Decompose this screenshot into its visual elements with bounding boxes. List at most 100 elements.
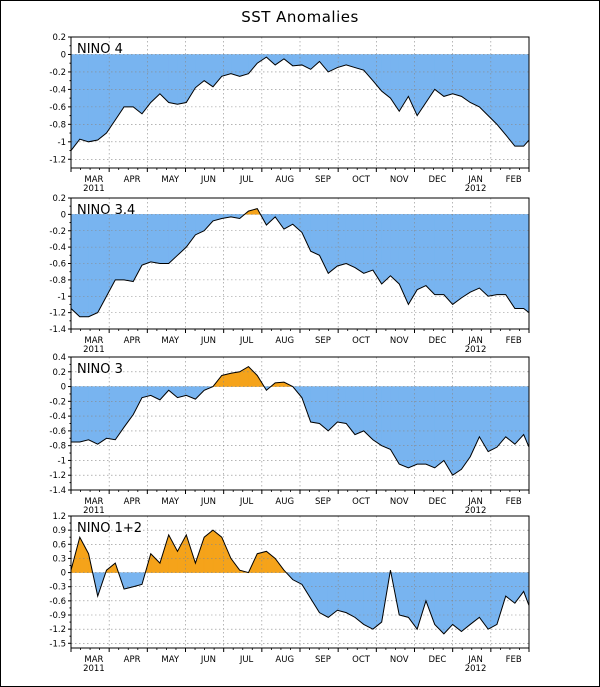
region-label: NINO 3.4	[77, 203, 135, 218]
month-label: FEB	[506, 336, 522, 346]
month-label: JAN	[467, 497, 483, 507]
month-label: JAN	[467, 655, 483, 665]
y-tick-label: -0.2	[49, 227, 66, 237]
month-label: APR	[124, 497, 141, 507]
y-tick-label: 0	[61, 383, 66, 393]
month-label: MAR	[84, 336, 103, 346]
y-tick-label: -0.2	[49, 68, 66, 78]
panel-nino3: 0.4 0.2 0 -0.2 -0.4 -0.6 -0.8 -1 -1.2 -1.4 MAR APR M…	[49, 353, 530, 516]
month-label: MAR	[84, 497, 103, 507]
month-label: JUL	[239, 175, 254, 185]
y-tick-label: -0.4	[49, 85, 66, 95]
y-tick-label: -1	[58, 292, 66, 302]
month-label: DEC	[428, 175, 446, 185]
y-tick-label: 0.4	[52, 353, 66, 363]
month-label: AUG	[275, 175, 294, 185]
month-label: NOV	[390, 497, 409, 507]
series-line	[71, 529, 529, 635]
month-label: MAY	[161, 175, 179, 185]
y-tick-label: -0.6	[49, 597, 66, 607]
y-tick-label: -0.2	[49, 397, 66, 407]
y-tick-label: -0.8	[49, 120, 66, 130]
month-label: DEC	[428, 497, 446, 507]
month-label: JUN	[200, 175, 216, 185]
y-tick-label: 0.9	[52, 526, 66, 536]
y-tick-label: 0	[61, 569, 66, 579]
month-label: JUN	[200, 497, 216, 507]
month-label: FEB	[506, 175, 522, 185]
year-label: 2011	[83, 345, 105, 355]
month-label: AUG	[275, 497, 294, 507]
y-tick-label: -1.5	[49, 639, 66, 649]
month-label: DEC	[428, 336, 446, 346]
month-label: OCT	[352, 497, 371, 507]
year-label: 2012	[465, 506, 487, 516]
y-tick-label: 0.2	[52, 194, 66, 204]
y-tick-label: -1.2	[49, 155, 66, 165]
y-tick-label: -1	[58, 456, 66, 466]
y-tick-label: -0.6	[49, 427, 66, 437]
month-label: JAN	[467, 175, 483, 185]
y-tick-label: -0.3	[49, 583, 66, 593]
month-label: MAR	[84, 175, 103, 185]
y-tick-label: 0.2	[52, 368, 66, 378]
year-label: 2011	[83, 184, 105, 194]
series-line	[71, 365, 529, 476]
panel-nino4: 0.2 0 -0.2 -0.4 -0.6 -0.8 -1 -1.2 MAR APR MAY JUN JU…	[49, 33, 530, 194]
y-tick-label: -1.4	[49, 325, 66, 335]
month-label: OCT	[352, 336, 371, 346]
month-label: JUN	[200, 336, 216, 346]
month-label: NOV	[390, 175, 409, 185]
y-tick-label: -0.4	[49, 243, 66, 253]
y-tick-label: -1.2	[49, 625, 66, 635]
month-label: APR	[124, 655, 141, 665]
year-label: 2012	[465, 345, 487, 355]
panel-nino12: 1.2 0.9 0.6 0.3 0 -0.3 -0.6 -0.9 -1.2 -1.5 MAR APR M…	[49, 512, 530, 674]
region-label: NINO 1+2	[77, 521, 142, 536]
y-tick-label: -0.8	[49, 442, 66, 452]
y-tick-label: 0.2	[52, 33, 66, 43]
month-label: OCT	[352, 655, 371, 665]
year-label: 2012	[465, 664, 487, 674]
month-label: JUL	[239, 497, 254, 507]
figure-title: SST Anomalies	[241, 8, 359, 26]
month-label: NOV	[390, 336, 409, 346]
month-label: FEB	[506, 497, 522, 507]
y-tick-label: -1.2	[49, 309, 66, 319]
y-tick-label: 0	[61, 50, 66, 60]
month-label: JUL	[239, 655, 254, 665]
month-label: DEC	[428, 655, 446, 665]
y-tick-label: -1.2	[49, 471, 66, 481]
month-label: JAN	[467, 336, 483, 346]
month-label: JUL	[239, 336, 254, 346]
y-tick-label: -0.9	[49, 611, 66, 621]
month-label: NOV	[390, 655, 409, 665]
y-tick-label: -0.6	[49, 260, 66, 270]
month-label: APR	[124, 175, 141, 185]
year-label: 2011	[83, 506, 105, 516]
year-label: 2011	[83, 664, 105, 674]
series-line	[71, 56, 529, 151]
month-label: OCT	[352, 175, 371, 185]
y-tick-label: 1.2	[52, 512, 66, 522]
y-tick-label: 0.3	[52, 554, 66, 564]
series-line	[71, 208, 529, 318]
month-label: MAY	[161, 497, 179, 507]
month-label: JUN	[200, 655, 216, 665]
month-label: SEP	[315, 655, 331, 665]
month-label: SEP	[315, 175, 331, 185]
year-label: 2012	[465, 184, 487, 194]
month-label: FEB	[506, 655, 522, 665]
y-tick-label: -0.4	[49, 412, 66, 422]
month-label: MAY	[161, 336, 179, 346]
y-tick-label: 0.6	[52, 540, 66, 550]
y-tick-label: -1.4	[49, 486, 66, 496]
month-label: SEP	[315, 497, 331, 507]
month-label: SEP	[315, 336, 331, 346]
region-label: NINO 4	[77, 42, 123, 57]
month-label: MAR	[84, 655, 103, 665]
panel-nino34: 0.2 0 -0.2 -0.4 -0.6 -0.8 -1 -1.2 -1.4 MAR APR MAY J…	[49, 194, 530, 355]
month-label: AUG	[275, 655, 294, 665]
region-label: NINO 3	[77, 362, 123, 377]
